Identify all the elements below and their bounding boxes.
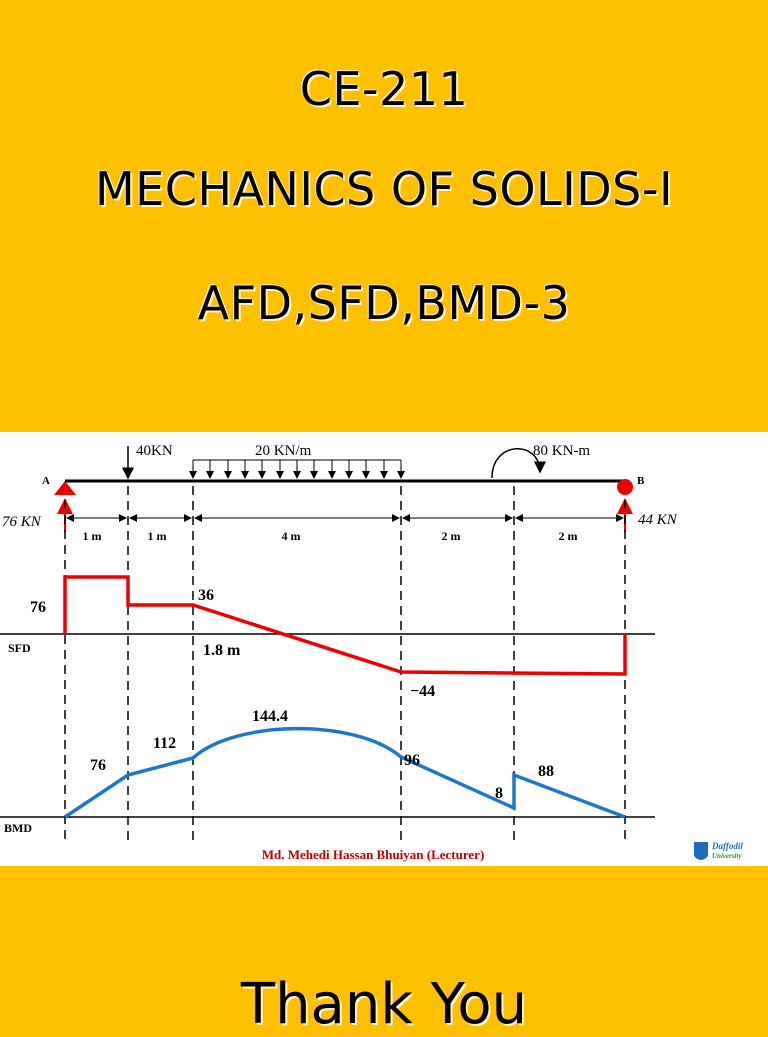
span-label: 2 m <box>442 529 461 543</box>
axis-label: BMD <box>4 821 32 835</box>
title-line: CE-211 <box>299 62 469 116</box>
bmd-value: 96 <box>404 752 420 769</box>
bmd-value: 88 <box>538 763 554 780</box>
closing-text: Thank You <box>240 972 528 1037</box>
load-label: 20 KN/m <box>255 443 312 459</box>
udl <box>189 459 405 479</box>
span-label: 2 m <box>559 529 578 543</box>
logo-shield <box>694 842 708 860</box>
bmd-value: 112 <box>153 735 176 752</box>
span-label: 4 m <box>282 529 301 543</box>
support-label: B <box>637 475 645 487</box>
bmd-value: 8 <box>495 785 503 802</box>
support-pin <box>54 481 76 495</box>
logo-text: Daffodil <box>711 841 743 851</box>
reaction-label: 76 KN <box>2 514 42 530</box>
logo-text: University <box>712 852 742 860</box>
bmd-value: 76 <box>90 757 106 774</box>
moment-arrow <box>491 448 546 479</box>
load-label: 80 KN-m <box>533 443 590 459</box>
diagram-panel: A B 40KN 20 KN/m 80 KN-m 76 KN 44 KN 1 m… <box>0 432 768 866</box>
credit: Md. Mehedi Hassan Bhuiyan (Lecturer) <box>262 847 485 862</box>
span-label: 1 m <box>83 529 102 543</box>
sfd-value: 36 <box>198 587 214 604</box>
support-label: A <box>42 475 50 487</box>
title-line: MECHANICS OF SOLIDS-I <box>94 162 674 216</box>
bmd-value: 144.4 <box>252 708 288 725</box>
span-label: 1 m <box>148 529 167 543</box>
sfd-value: 1.8 m <box>203 642 241 659</box>
load-label: 40KN <box>136 443 173 459</box>
sfd-curve <box>63 575 627 676</box>
sfd-value: 76 <box>30 599 46 616</box>
beam-diagram: A B 40KN 20 KN/m 80 KN-m 76 KN 44 KN 1 m… <box>0 443 743 862</box>
bmd-curve <box>64 726 626 819</box>
title-line: AFD,SFD,BMD-3 <box>197 276 571 330</box>
axis-label: SFD <box>8 641 31 655</box>
reaction-label: 44 KN <box>638 512 678 528</box>
sfd-value: −44 <box>410 683 435 700</box>
support-roller <box>617 479 633 495</box>
